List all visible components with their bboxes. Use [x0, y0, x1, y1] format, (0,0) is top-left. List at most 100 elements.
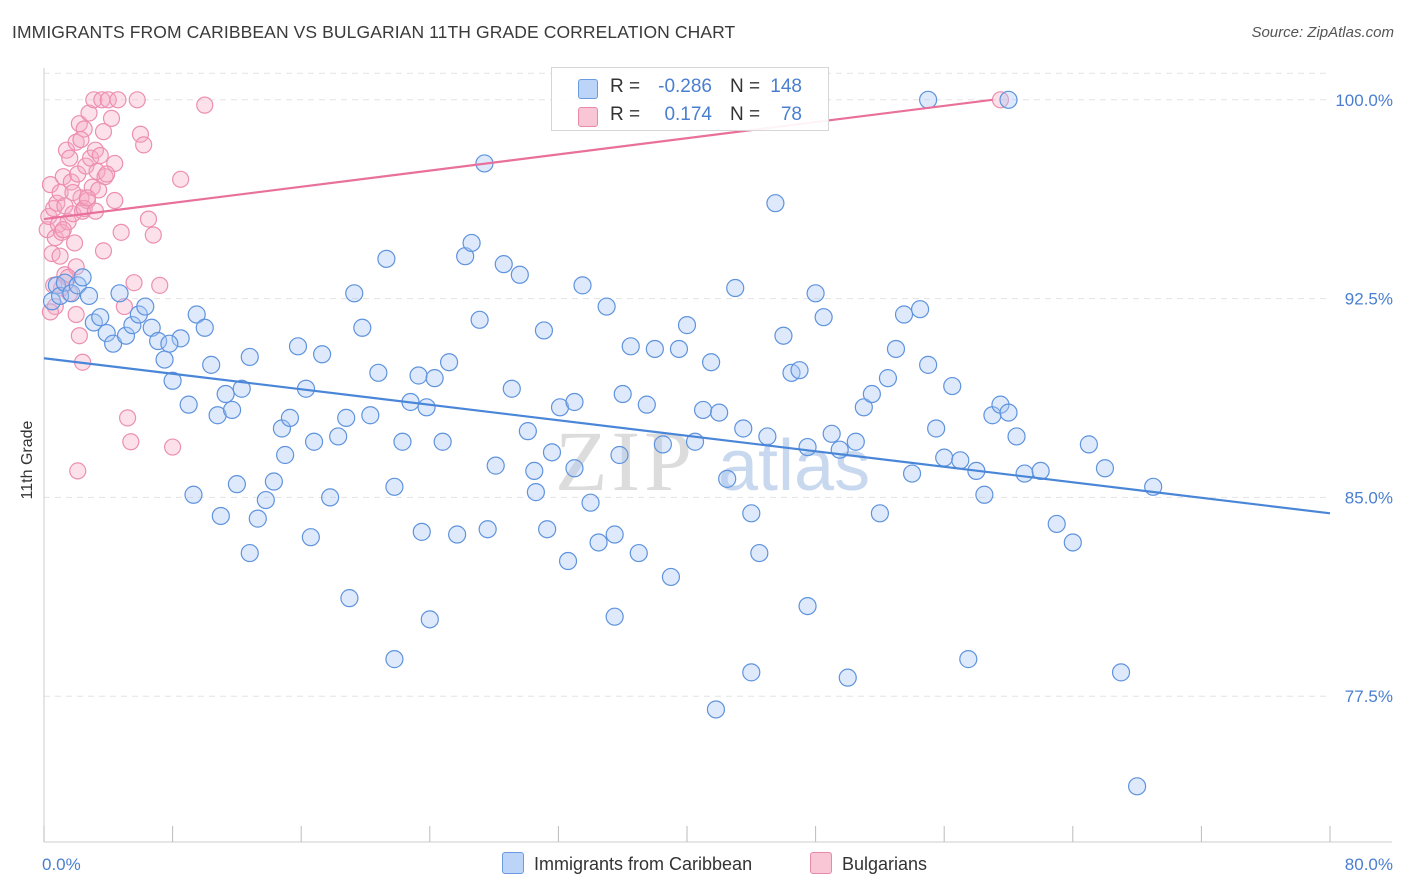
caribbean-point	[412, 522, 431, 541]
bulgarians-point	[164, 438, 182, 456]
caribbean-point	[288, 337, 308, 356]
caribbean-point	[232, 379, 251, 398]
caribbean-point	[822, 424, 841, 443]
caribbean-point	[766, 194, 785, 213]
caribbean-point	[1079, 435, 1098, 454]
caribbean-point	[160, 334, 179, 353]
bulgarians-point	[67, 305, 85, 324]
caribbean-point	[340, 589, 359, 608]
caribbean-point	[605, 607, 624, 626]
caribbean-point	[478, 520, 497, 539]
caribbean-point	[854, 398, 873, 417]
caribbean-point	[758, 427, 777, 446]
caribbean-point	[155, 350, 174, 369]
bottom-legend-caribbean: Immigrants from Caribbean	[502, 852, 752, 875]
caribbean-point	[814, 308, 833, 327]
bottom-legend-label-bulgarians: Bulgarians	[842, 854, 928, 874]
caribbean-point	[870, 504, 890, 523]
caribbean-point	[538, 520, 557, 539]
caribbean-point	[919, 355, 938, 374]
bulgarians-point	[131, 125, 150, 143]
caribbean-point	[718, 469, 737, 488]
caribbean-point	[525, 461, 544, 481]
caribbean-point	[216, 384, 235, 404]
caribbean-point	[369, 363, 388, 382]
caribbean-point	[645, 339, 664, 359]
y-axis-label: 11th Grade	[19, 420, 36, 499]
bulgarians-points	[38, 91, 1010, 480]
bulgarians-point	[67, 133, 85, 151]
caribbean-point	[276, 445, 295, 465]
caribbean-point	[385, 650, 404, 669]
caribbean-point	[558, 551, 578, 571]
caribbean-point	[187, 305, 206, 324]
axes	[43, 68, 1392, 843]
caribbean-point	[975, 485, 994, 504]
caribbean-point	[565, 392, 584, 412]
caribbean-point	[1015, 464, 1034, 483]
caribbean-point	[526, 483, 545, 502]
caribbean-point	[999, 403, 1018, 422]
legend-n-value: 148	[770, 76, 802, 97]
caribbean-point	[202, 355, 221, 374]
bulgarians-point	[115, 297, 133, 316]
caribbean-point	[742, 663, 761, 682]
watermark-atlas: atlas	[718, 426, 870, 506]
caribbean-point	[742, 504, 761, 523]
caribbean-point	[91, 308, 110, 327]
caribbean-point	[448, 525, 467, 544]
bulgarians-point	[151, 276, 169, 294]
legend-swatch-caribbean	[578, 79, 598, 99]
caribbean-point	[409, 366, 428, 385]
caribbean-point	[510, 265, 529, 284]
caribbean-point	[301, 528, 320, 547]
caribbean-point	[240, 543, 259, 563]
legend: R = -0.286 N = 148 R = 0.174 N = 78	[551, 67, 829, 131]
chart-title: IMMIGRANTS FROM CARIBBEAN VS BULGARIAN 1…	[12, 22, 736, 42]
caribbean-point	[1095, 459, 1115, 478]
bulgarians-point	[112, 223, 130, 241]
y-tick-label: 85.0%	[1345, 488, 1393, 507]
bulgarians-point	[109, 91, 127, 109]
x-tick-label-min: 0.0%	[42, 855, 81, 874]
bulgarians-point	[61, 149, 79, 167]
y-tick-label: 77.5%	[1345, 687, 1393, 706]
legend-swatch-bulgarians	[578, 107, 598, 127]
legend-n-value: 78	[780, 104, 802, 125]
caribbean-point	[337, 408, 356, 427]
bulgarians-point	[99, 91, 117, 109]
source-label: Source: ZipAtlas.com	[1251, 24, 1394, 41]
caribbean-point	[377, 249, 396, 268]
bulgarians-point	[78, 189, 97, 207]
caribbean-point	[353, 318, 372, 337]
caribbean-point	[110, 284, 129, 303]
caribbean-point	[542, 443, 562, 462]
legend-n-label: N =	[730, 104, 761, 125]
tick-labels: 77.5% 85.0% 92.5% 100.0% 0.0% 80.0%	[42, 91, 1393, 874]
caribbean-point	[73, 268, 92, 287]
bulgarians-point	[172, 170, 190, 188]
bulgarians-point	[53, 223, 71, 241]
trend-lines	[43, 98, 1331, 515]
bulgarians-point	[91, 146, 109, 165]
caribbean-point	[211, 506, 230, 526]
caribbean-point	[97, 323, 116, 343]
bulgarians-point	[139, 210, 158, 228]
caribbean-point	[248, 509, 267, 528]
caribbean-point	[502, 379, 521, 398]
caribbean-point	[227, 475, 246, 494]
legend-row-bulgarians: R = 0.174 N = 78	[552, 100, 828, 128]
bulgarians-point	[46, 297, 64, 316]
caribbean-point	[669, 339, 689, 359]
caribbean-point	[902, 464, 922, 483]
bulgarians-point	[69, 462, 87, 480]
caribbean-point	[951, 451, 970, 470]
bulgarians-point	[135, 136, 153, 154]
caribbean-point	[838, 668, 857, 687]
caribbean-point	[702, 353, 721, 372]
bulgarians-point	[125, 274, 143, 292]
caribbean-point	[653, 435, 672, 454]
caribbean-point	[798, 596, 817, 616]
caribbean-point	[910, 300, 930, 319]
